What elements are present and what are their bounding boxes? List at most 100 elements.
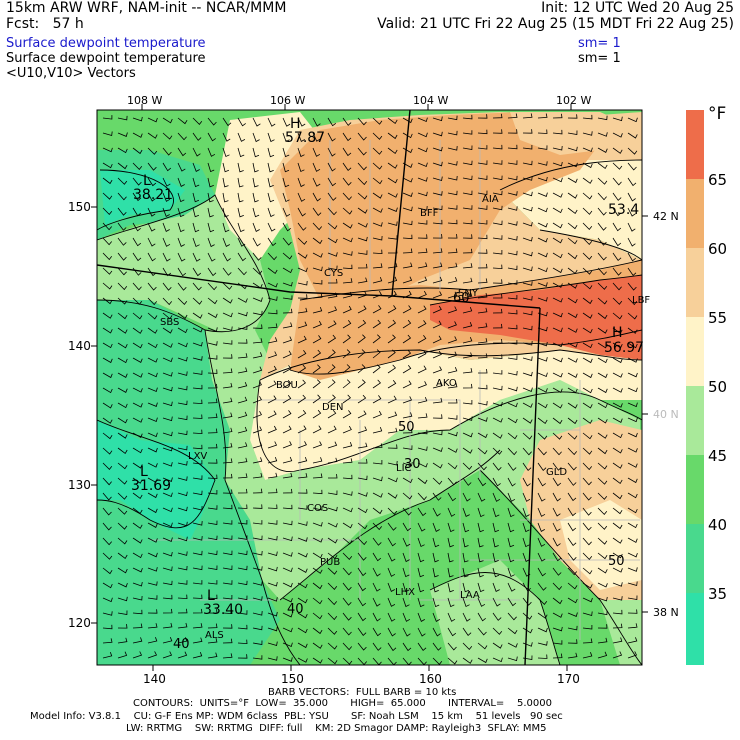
wind-barb: [507, 582, 516, 592]
wind-barb: [267, 309, 278, 315]
wind-barb: [282, 162, 290, 173]
wind-barb: [237, 565, 248, 571]
wind-barb: [612, 267, 622, 276]
wind-barb: [627, 267, 637, 277]
wind-barb: [342, 264, 353, 270]
wind-barb: [162, 372, 173, 377]
wind-barb: [192, 536, 203, 541]
wind-barb: [297, 267, 308, 273]
wind-barb: [552, 432, 563, 440]
wind-barb: [297, 582, 308, 589]
wind-barb: [162, 282, 172, 291]
wind-barb: [207, 327, 218, 332]
wind-barb: [627, 507, 638, 514]
wind-barb: [537, 129, 548, 134]
wind-barb: [192, 207, 200, 218]
wind-barb: [102, 162, 113, 169]
wind-barb: [372, 291, 382, 299]
wind-barb: [432, 219, 443, 225]
wind-barb: [507, 402, 518, 408]
wind-barb: [342, 117, 352, 126]
wind-barb: [252, 655, 263, 660]
wind-barb: [132, 567, 143, 573]
wind-barb: [372, 177, 383, 185]
wind-barb: [282, 472, 293, 479]
wind-barb: [267, 611, 278, 617]
wind-barb: [477, 612, 486, 622]
wind-barb: [267, 395, 277, 404]
wind-barb: [327, 409, 337, 419]
wind-barb: [342, 320, 352, 329]
wind-barb: [417, 429, 428, 435]
low-marker-2: L: [140, 464, 148, 480]
wind-barb: [312, 162, 321, 172]
wind-barb: [627, 192, 636, 202]
wind-barb: [192, 550, 203, 556]
wind-barb: [552, 402, 563, 409]
wind-barb: [627, 327, 638, 334]
wind-barb: [552, 237, 563, 244]
wind-barb: [447, 447, 458, 453]
wind-barb: [357, 475, 368, 481]
wind-barb: [507, 236, 518, 241]
wind-barb: [447, 522, 455, 533]
wind-barb: [117, 147, 128, 154]
wind-barb: [222, 458, 233, 464]
wind-barb: [252, 338, 263, 344]
wind-barb: [447, 248, 458, 254]
wind-barb: [177, 506, 188, 512]
wind-barb: [402, 220, 413, 226]
wind-barb: [162, 622, 173, 629]
wind-barb: [357, 277, 368, 284]
wind-barb: [387, 627, 396, 637]
wind-barb: [462, 657, 473, 664]
wind-barb: [252, 504, 263, 509]
wind-barb: [207, 550, 218, 556]
wind-barb: [237, 396, 248, 404]
wind-barb: [297, 394, 307, 404]
wind-barb: [522, 417, 533, 424]
wind-barb: [162, 132, 173, 140]
wind-barb: [567, 207, 578, 214]
wind-barb: [102, 462, 113, 471]
station-pub: PUB: [320, 557, 341, 568]
wind-barb: [252, 625, 263, 631]
wind-barb: [477, 552, 484, 563]
wind-barb: [477, 384, 488, 390]
wind-barb: [147, 417, 158, 423]
wind-barb: [387, 192, 398, 198]
wind-barb: [117, 342, 128, 349]
wind-barb: [477, 432, 488, 439]
wind-barb: [192, 505, 203, 511]
colorbar: [686, 110, 704, 665]
wind-barb: [267, 267, 278, 274]
wind-barb: [267, 132, 275, 143]
wind-barb: [492, 250, 503, 255]
low-value-3: 33.40: [203, 602, 244, 618]
wind-barb: [102, 207, 113, 216]
wind-barb: [582, 432, 593, 440]
wind-barb: [387, 290, 397, 299]
wind-barb: [192, 282, 202, 291]
wind-barb: [597, 610, 608, 616]
wind-barb: [627, 417, 638, 423]
wind-barb: [237, 192, 244, 203]
wind-barb: [357, 522, 368, 530]
wind-barb: [627, 207, 636, 217]
wind-barb: [252, 488, 263, 494]
wind-barb: [417, 234, 428, 239]
wind-barb: [117, 297, 128, 305]
wind-barb: [267, 296, 278, 301]
footer-model-info-1: Model Info: V3.8.1 CU: G-F Ens MP: WDM 6…: [30, 711, 563, 722]
wind-barb: [342, 364, 351, 374]
wind-barb: [522, 191, 533, 197]
wind-barb: [387, 262, 398, 269]
wind-barb: [492, 160, 503, 165]
wind-barb: [312, 394, 321, 404]
wind-barb: [507, 250, 518, 256]
wind-barb: [162, 522, 173, 528]
wind-barb: [402, 248, 413, 254]
wind-barb: [627, 447, 638, 453]
footer-contour-info: CONTOURS: UNITS=°F LOW= 35.000 HIGH= 65.…: [133, 698, 552, 709]
wind-barb: [342, 177, 352, 186]
